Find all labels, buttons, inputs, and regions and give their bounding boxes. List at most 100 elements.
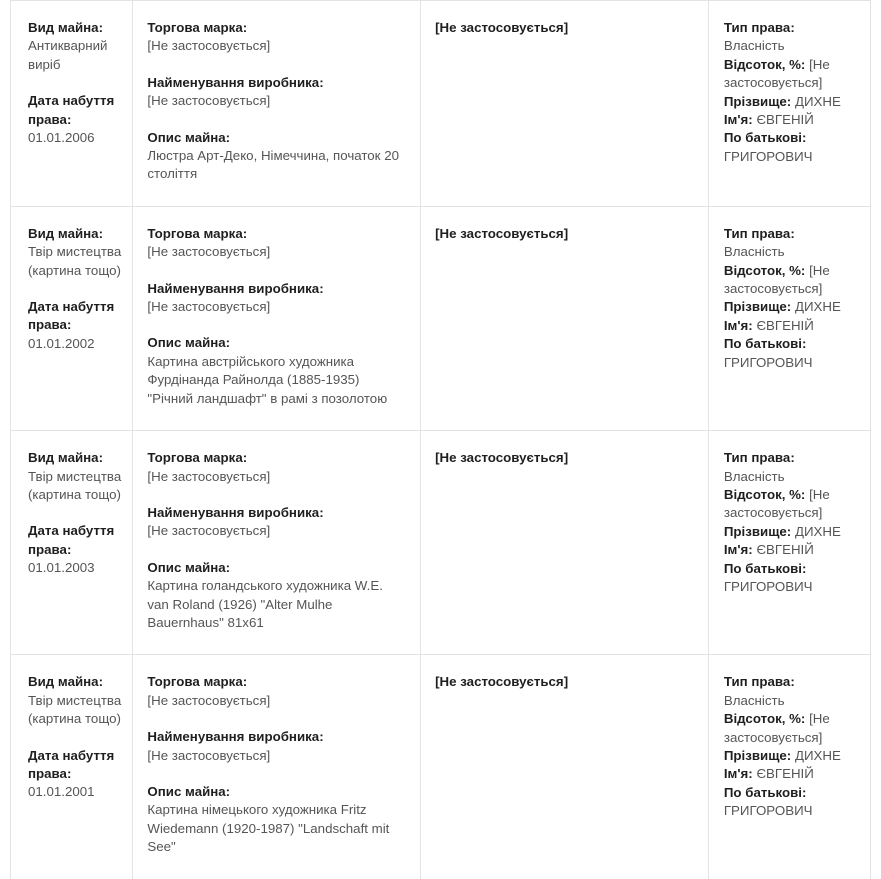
field-right-type: Тип права: Власність xyxy=(724,19,862,56)
field-manufacturer-name: Найменування виробника: [Не застосовуєть… xyxy=(147,74,406,111)
cell-asset-details: Торгова марка: [Не застосовується] Найме… xyxy=(132,430,422,656)
label-trademark: Торгова марка: xyxy=(147,674,248,690)
value-right-type: Власність xyxy=(723,38,785,54)
field-patronymic: По батькові: ГРИГОРОВИЧ xyxy=(724,784,862,821)
value-acquisition-date: 01.01.2006 xyxy=(28,130,95,146)
field-trademark: Торгова марка: [Не застосовується] xyxy=(147,19,406,56)
spacer xyxy=(28,280,122,298)
label-asset-kind: Вид майна: xyxy=(28,20,103,35)
field-patronymic: По батькові: ГРИГОРОВИЧ xyxy=(724,560,862,597)
label-manufacturer-name: Найменування виробника: xyxy=(147,74,324,90)
value-not-applicable: [Не застосовується] xyxy=(435,20,569,35)
value-trademark: [Не застосовується] xyxy=(147,38,271,54)
field-surname: Прізвище: ДИХНЕ xyxy=(724,523,862,541)
field-asset-description: Опис майна: Картина голандського художни… xyxy=(147,559,406,633)
value-asset-description: Картина австрійського художника Фурдінан… xyxy=(147,353,388,406)
spacer xyxy=(147,710,406,728)
field-patronymic: По батькові: ГРИГОРОВИЧ xyxy=(724,335,862,372)
value-trademark: [Не застосовується] xyxy=(147,692,271,708)
spacer xyxy=(147,765,406,783)
label-asset-kind: Вид майна: xyxy=(28,674,103,690)
value-acquisition-date: 01.01.2002 xyxy=(28,335,95,351)
value-asset-kind: Антикварний виріб xyxy=(28,38,108,72)
value-right-type: Власність xyxy=(723,692,785,708)
label-asset-description: Опис майна: xyxy=(147,559,231,575)
label-patronymic: По батькові: xyxy=(723,130,807,146)
cell-asset-kind: Вид майна: Твір мистецтва (картина тощо)… xyxy=(9,430,134,656)
cell-rights-holder: Тип права: Власність Відсоток, %: [Не за… xyxy=(707,654,872,879)
cell-asset-kind: Вид майна: Твір мистецтва (картина тощо)… xyxy=(9,654,134,879)
field-first-name: Ім'я: ЄВГЕНІЙ xyxy=(724,541,862,559)
value-trademark: [Не застосовується] xyxy=(147,244,271,260)
value-manufacturer-name: [Не застосовується] xyxy=(147,523,271,539)
table-row: Вид майна: Антикварний виріб Дата набутт… xyxy=(9,0,872,207)
cell-not-applicable: [Не застосовується] xyxy=(420,206,709,432)
value-asset-kind: Твір мистецтва (картина тощо) xyxy=(28,692,122,727)
value-percent: [Не застосовується] xyxy=(723,486,830,521)
value-acquisition-date: 01.01.2003 xyxy=(28,560,95,576)
table-row: Вид майна: Твір мистецтва (картина тощо)… xyxy=(9,654,872,879)
field-percent: Відсоток, %: [Не застосовується] xyxy=(724,56,862,93)
label-acquisition-date: Дата набуття права: xyxy=(28,299,115,333)
label-right-type: Тип права: xyxy=(723,225,795,241)
value-asset-description: Люстра Арт-Деко, Німеччина, початок 20 с… xyxy=(147,148,399,182)
label-surname: Прізвище: xyxy=(723,93,792,109)
field-trademark: Торгова марка: [Не застосовується] xyxy=(147,449,406,486)
value-patronymic: ГРИГОРОВИЧ xyxy=(723,354,813,370)
value-first-name: ЄВГЕНІЙ xyxy=(756,317,814,333)
label-manufacturer-name: Найменування виробника: xyxy=(147,729,324,745)
spacer xyxy=(147,56,406,74)
label-asset-description: Опис майна: xyxy=(147,335,231,351)
field-surname: Прізвище: ДИХНЕ xyxy=(724,298,862,316)
cell-rights-holder: Тип права: Власність Відсоток, %: [Не за… xyxy=(707,430,872,656)
label-acquisition-date: Дата набуття права: xyxy=(28,523,115,557)
value-surname: ДИХНЕ xyxy=(794,299,841,315)
label-surname: Прізвище: xyxy=(723,299,792,315)
field-right-type: Тип права: Власність xyxy=(724,225,862,262)
field-first-name: Ім'я: ЄВГЕНІЙ xyxy=(724,111,862,129)
label-first-name: Ім'я: xyxy=(723,317,753,333)
field-asset-kind: Вид майна: Антикварний виріб xyxy=(28,19,122,74)
label-manufacturer-name: Найменування виробника: xyxy=(147,504,324,520)
cell-asset-kind: Вид майна: Твір мистецтва (картина тощо)… xyxy=(9,206,134,432)
field-acquisition-date: Дата набуття права: 01.01.2006 xyxy=(28,92,122,147)
cell-rights-holder: Тип права: Власність Відсоток, %: [Не за… xyxy=(707,0,872,207)
label-acquisition-date: Дата набуття права: xyxy=(28,93,115,127)
cell-not-applicable: [Не застосовується] xyxy=(420,430,709,656)
field-asset-kind: Вид майна: Твір мистецтва (картина тощо) xyxy=(28,673,122,728)
value-patronymic: ГРИГОРОВИЧ xyxy=(723,578,813,594)
label-first-name: Ім'я: xyxy=(723,112,753,128)
label-patronymic: По батькові: xyxy=(723,560,807,576)
label-right-type: Тип права: xyxy=(723,20,795,35)
label-patronymic: По батькові: xyxy=(723,784,807,800)
cell-not-applicable: [Не застосовується] xyxy=(420,0,709,207)
cell-asset-details: Торгова марка: [Не застосовується] Найме… xyxy=(132,654,422,879)
field-asset-description: Опис майна: Люстра Арт-Деко, Німеччина, … xyxy=(147,129,406,184)
label-percent: Відсоток, %: xyxy=(723,262,806,278)
cell-asset-details: Торгова марка: [Не застосовується] Найме… xyxy=(132,206,422,432)
label-asset-kind: Вид майна: xyxy=(28,225,103,241)
value-first-name: ЄВГЕНІЙ xyxy=(756,112,814,128)
value-manufacturer-name: [Не застосовується] xyxy=(147,747,271,763)
cell-not-applicable: [Не застосовується] xyxy=(420,654,709,879)
label-asset-description: Опис майна: xyxy=(147,129,231,145)
value-right-type: Власність xyxy=(723,244,785,260)
spacer xyxy=(147,541,406,559)
value-first-name: ЄВГЕНІЙ xyxy=(756,766,814,782)
label-trademark: Торгова марка: xyxy=(147,225,248,241)
field-acquisition-date: Дата набуття права: 01.01.2002 xyxy=(28,298,122,353)
label-manufacturer-name: Найменування виробника: xyxy=(147,280,324,296)
field-surname: Прізвище: ДИХНЕ xyxy=(724,747,862,765)
value-percent: [Не застосовується] xyxy=(723,711,830,745)
value-asset-kind: Твір мистецтва (картина тощо) xyxy=(28,244,122,278)
label-first-name: Ім'я: xyxy=(723,542,753,558)
spacer xyxy=(28,729,122,747)
value-asset-kind: Твір мистецтва (картина тощо) xyxy=(28,468,122,502)
label-asset-kind: Вид майна: xyxy=(28,450,103,466)
label-percent: Відсоток, %: xyxy=(723,56,806,72)
field-surname: Прізвище: ДИХНЕ xyxy=(724,93,862,111)
spacer xyxy=(147,486,406,504)
table-row: Вид майна: Твір мистецтва (картина тощо)… xyxy=(9,430,872,656)
label-patronymic: По батькові: xyxy=(723,336,807,352)
label-surname: Прізвище: xyxy=(723,523,792,539)
